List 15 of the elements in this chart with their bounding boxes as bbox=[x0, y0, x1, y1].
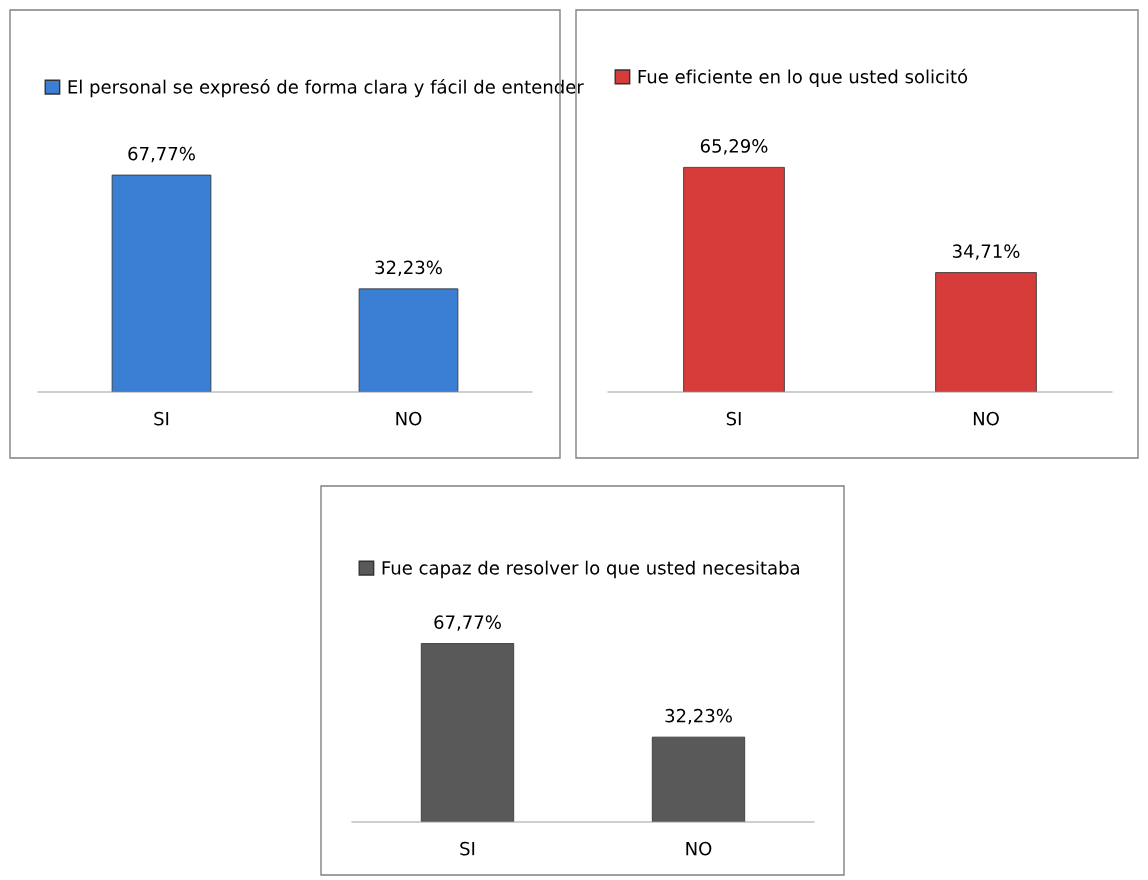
x-tick-label: SI bbox=[154, 411, 169, 426]
legend-label: Fue eficiente en lo que usted solicitó bbox=[638, 68, 968, 87]
legend-label: Fue capaz de resolver lo que usted necesitaba bbox=[382, 560, 799, 579]
data-label: 67,77% bbox=[434, 615, 501, 631]
data-label: 65,29% bbox=[700, 139, 768, 155]
x-tick-label: SI bbox=[726, 411, 741, 426]
x-tick-label: SI bbox=[460, 841, 475, 856]
data-label: 32,23% bbox=[375, 260, 442, 277]
data-label: 32,23% bbox=[665, 708, 732, 725]
x-tick-label: NO bbox=[396, 411, 422, 426]
legend-label: El personal se expresó de forma clara y fácil de entender bbox=[68, 78, 584, 98]
x-tick-label: NO bbox=[686, 841, 712, 856]
data-label: 34,71% bbox=[952, 244, 1020, 260]
x-tick-label: NO bbox=[973, 411, 999, 426]
data-label: 67,77% bbox=[128, 146, 195, 163]
